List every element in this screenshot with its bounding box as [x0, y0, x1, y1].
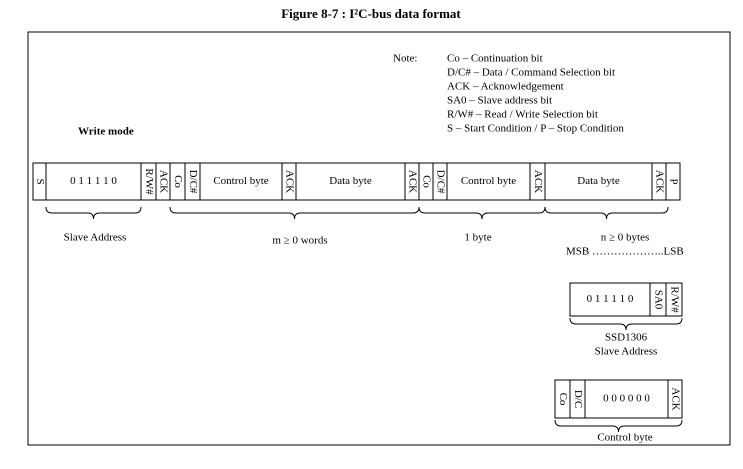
cell-label: ACK — [532, 170, 544, 193]
brace-label: 1 byte — [464, 232, 491, 244]
note-line: SA0 – Slave address bit — [447, 95, 552, 107]
cell-label: S — [34, 178, 46, 184]
cell-label: 0 1 1 1 1 0 — [587, 293, 634, 305]
bit-cell — [667, 379, 683, 419]
note-line: S – Start Condition / P – Stop Condition — [447, 123, 624, 135]
cell-label: ACK — [653, 170, 665, 193]
brace — [418, 206, 546, 220]
cell-label: Data byte — [577, 175, 620, 187]
cell-label: ACK — [669, 387, 681, 410]
cell-label: ACK — [157, 170, 169, 193]
cell-label: D/C# — [434, 170, 446, 194]
brace — [45, 206, 142, 220]
cell-label: Co — [172, 175, 184, 188]
brace-label: n ≥ 0 bytes — [601, 232, 650, 244]
slave-label: SSD1306 — [605, 332, 648, 344]
cell-label: 0 0 0 0 0 0 — [603, 393, 650, 405]
note-line: R/W# – Read / Write Selection bit — [447, 109, 598, 121]
bit-cell — [665, 282, 683, 317]
note-line: Co – Continuation bit — [447, 53, 543, 65]
cell-label: 0 1 1 1 1 0 — [70, 175, 117, 187]
brace-label: Slave Address — [64, 232, 127, 244]
frame — [27, 31, 731, 446]
brace-label: m ≥ 0 words — [272, 235, 327, 247]
write-mode: Write mode — [78, 126, 134, 138]
cell-label: ACK — [406, 170, 418, 193]
brace — [169, 206, 420, 220]
slave-label: Slave Address — [595, 346, 658, 358]
note-label: Note: — [393, 53, 417, 65]
brace — [569, 317, 683, 331]
cell-label: Data byte — [329, 175, 372, 187]
figure-title: Figure 8-7 : I²C-bus data format — [281, 6, 461, 21]
cell-label: R/W# — [143, 168, 155, 195]
cell-label: P — [667, 178, 679, 184]
cell-label: SA0 — [652, 290, 664, 310]
cell-label: Control byte — [213, 175, 268, 187]
cell-label: ACK — [283, 170, 295, 193]
brace — [544, 206, 669, 220]
brace — [554, 419, 683, 433]
msb-lsb: MSB ………………..LSB — [566, 246, 684, 258]
cell-label: Control byte — [461, 175, 516, 187]
bit-cell — [665, 162, 681, 201]
cell-label: Co — [420, 175, 432, 188]
cell-label: D/C — [572, 390, 584, 408]
cell-label: R/W# — [668, 286, 680, 313]
note-line: D/C# – Data / Command Selection bit — [447, 67, 615, 79]
note-line: ACK – Acknowledgement — [447, 81, 564, 93]
cell-label: Co — [557, 393, 569, 406]
control-label: Control byte — [597, 432, 652, 444]
cell-label: D/C# — [187, 170, 199, 194]
